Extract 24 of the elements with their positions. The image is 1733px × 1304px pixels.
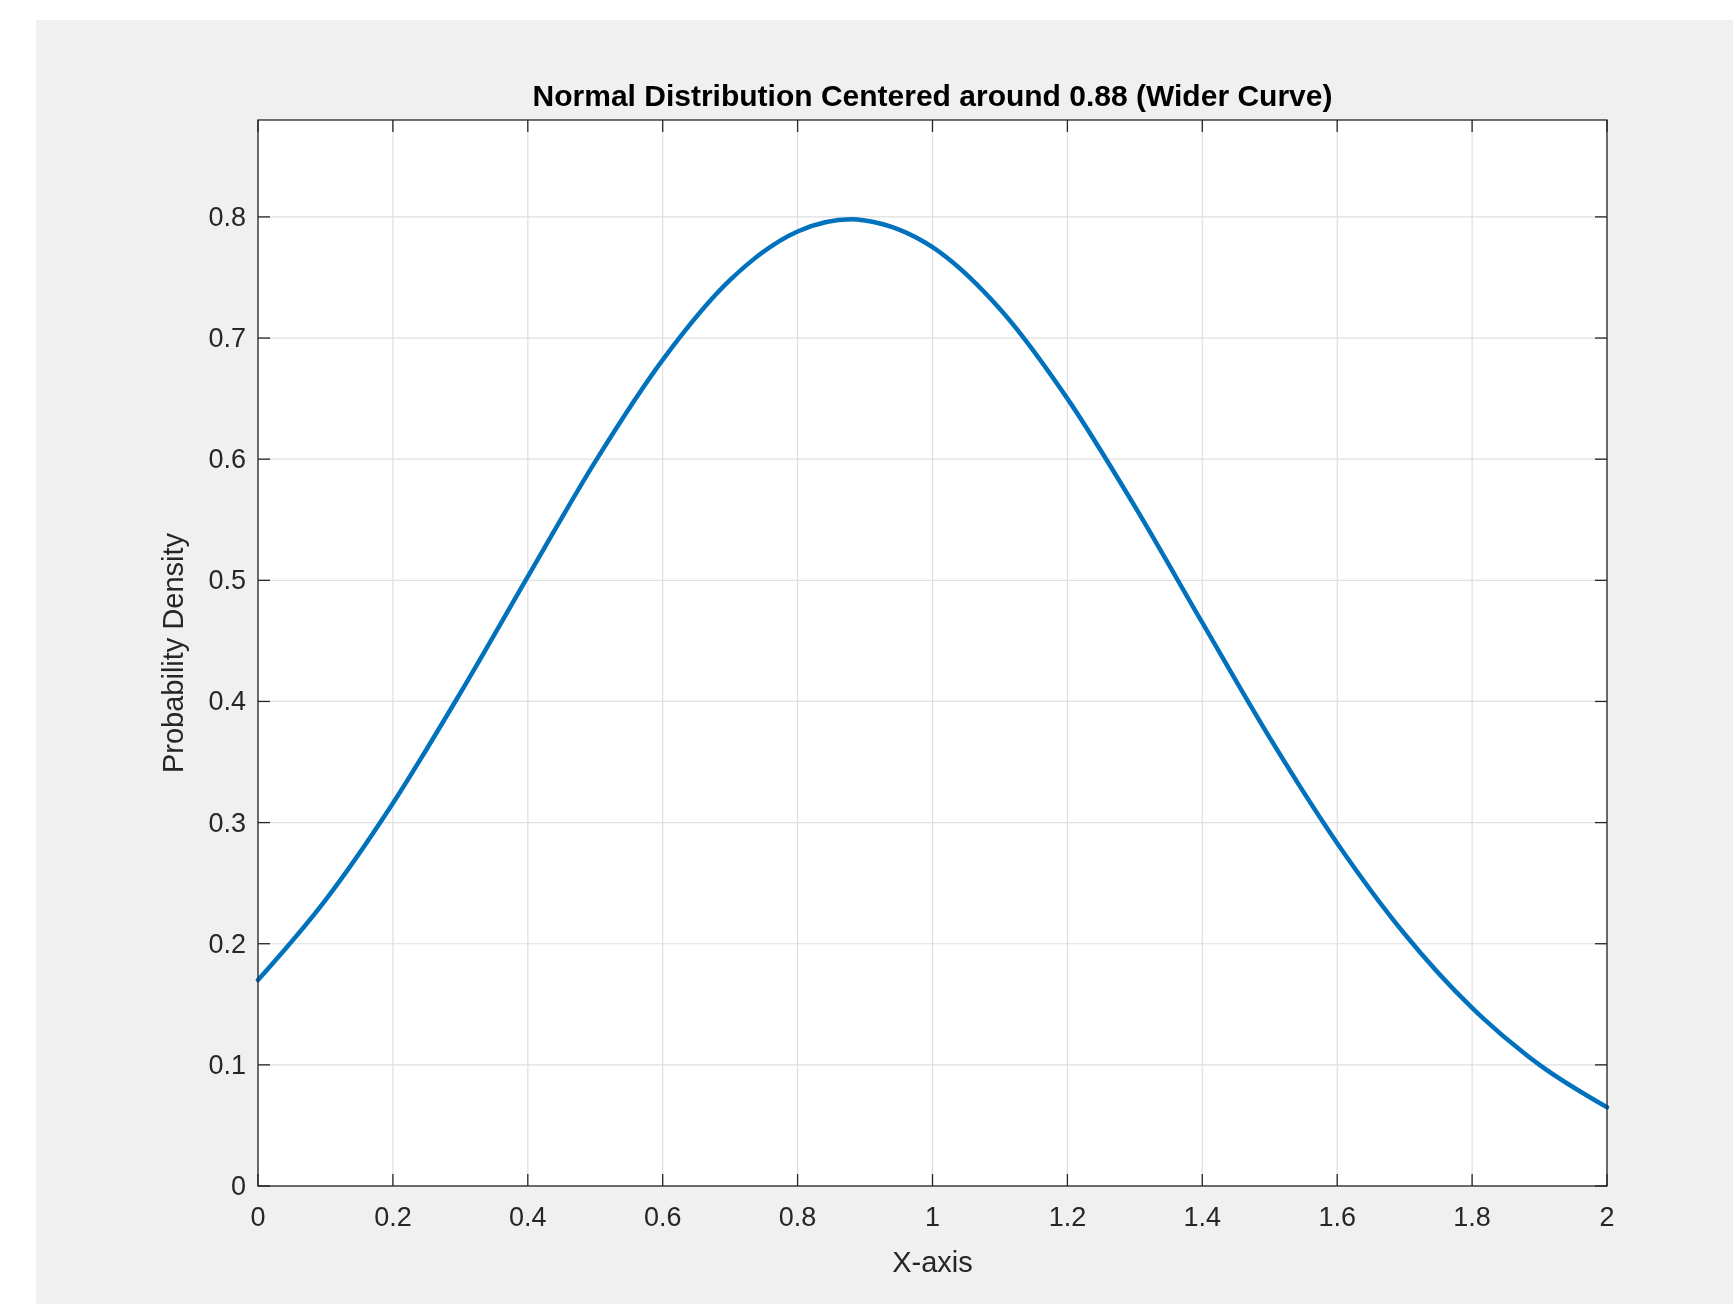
y-tick-label: 0.4 (208, 686, 246, 717)
x-tick-label: 0 (250, 1202, 266, 1232)
y-tick-label: 0 (230, 1171, 246, 1201)
x-tick-label: 0.2 (374, 1202, 412, 1232)
y-tick-label: 0.6 (208, 444, 246, 475)
x-tick-label: 1.8 (1453, 1202, 1491, 1232)
x-tick-label: 2 (1599, 1202, 1615, 1232)
y-tick-label: 0.1 (208, 1049, 246, 1080)
y-tick-label: 0.8 (208, 201, 246, 232)
y-tick-label: 0.5 (208, 565, 246, 596)
x-tick-label: 1.4 (1183, 1202, 1222, 1232)
x-tick-label: 1.6 (1318, 1202, 1356, 1232)
chart-title: Normal Distribution Centered around 0.88 (Wider Curve) (532, 79, 1333, 112)
x-tick-label: 1.2 (1048, 1202, 1087, 1232)
y-tick-label: 0.7 (208, 323, 246, 354)
x-tick-label: 0.6 (643, 1202, 682, 1232)
y-tick-label: 0.2 (208, 928, 246, 959)
x-tick-label: 0.8 (778, 1202, 817, 1232)
x-tick-label: 0.4 (509, 1202, 547, 1232)
y-axis-title: Probability Density (157, 532, 189, 774)
line-series (255, 217, 1610, 1110)
x-axis-title: X-axis (892, 1246, 973, 1278)
y-tick-label: 0.3 (208, 807, 246, 838)
x-tick-label: 1 (924, 1202, 941, 1232)
